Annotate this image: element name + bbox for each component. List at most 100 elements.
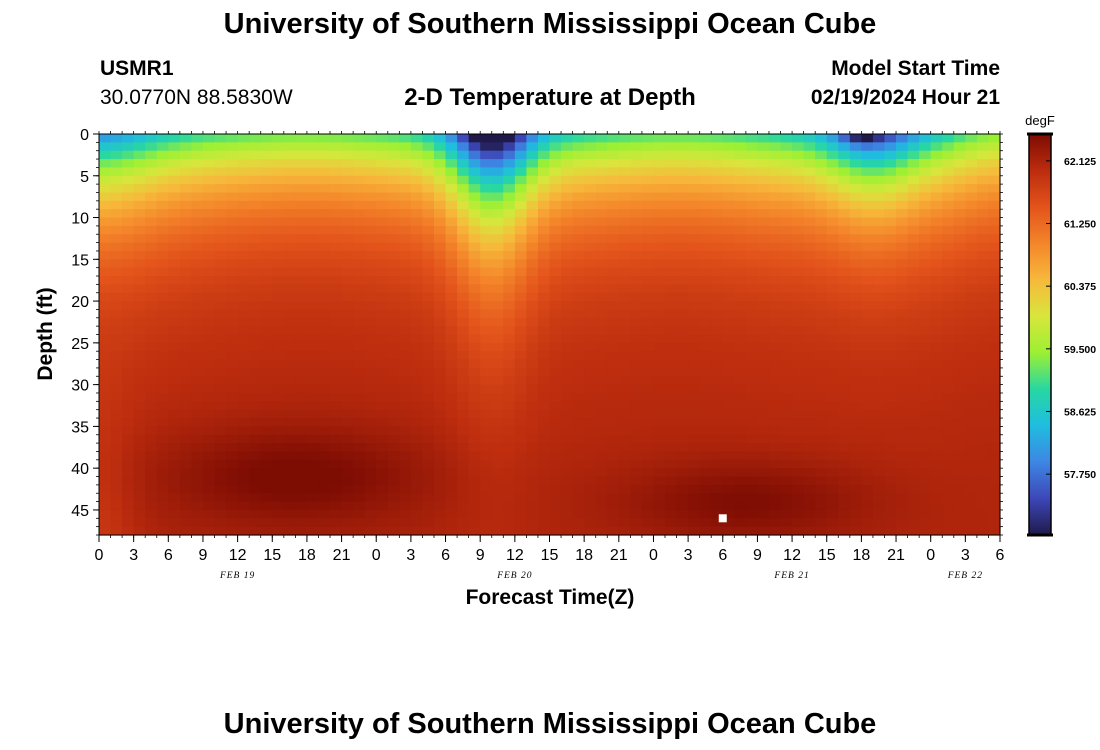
heatmap-cell bbox=[272, 334, 285, 344]
heatmap-cell bbox=[907, 326, 920, 336]
heatmap-cell bbox=[249, 200, 262, 210]
heatmap-cell bbox=[537, 175, 551, 185]
heatmap-cell bbox=[433, 351, 447, 361]
heatmap-cell bbox=[145, 443, 158, 453]
heatmap-cell bbox=[514, 434, 527, 444]
heatmap-cell bbox=[457, 259, 470, 269]
heatmap-cell bbox=[514, 351, 527, 361]
x-tick-label: 18 bbox=[298, 547, 316, 564]
heatmap-cell bbox=[457, 242, 470, 252]
x-tick-label: 9 bbox=[199, 547, 208, 564]
heatmap-cell bbox=[965, 426, 978, 436]
heatmap-cell bbox=[815, 200, 828, 210]
heatmap-cell bbox=[191, 326, 204, 336]
heatmap-cell bbox=[561, 267, 574, 277]
heatmap-cell bbox=[168, 200, 181, 210]
heatmap-cell bbox=[815, 142, 828, 152]
heatmap-cell bbox=[699, 142, 712, 152]
heatmap-cell bbox=[514, 309, 527, 319]
heatmap-cell bbox=[930, 134, 943, 143]
heatmap-cell bbox=[537, 150, 551, 160]
heatmap-cell bbox=[537, 392, 551, 402]
heatmap-cell bbox=[318, 518, 331, 528]
heatmap-cell bbox=[514, 342, 527, 352]
heatmap-cell bbox=[249, 167, 262, 177]
heatmap-cell bbox=[711, 518, 724, 528]
heatmap-cell bbox=[780, 392, 793, 402]
heatmap-cell bbox=[768, 401, 782, 411]
heatmap-cell bbox=[711, 334, 724, 344]
heatmap-cell bbox=[283, 175, 296, 185]
heatmap-cell bbox=[422, 167, 435, 177]
heatmap-cell bbox=[584, 276, 597, 285]
heatmap-cell bbox=[907, 342, 920, 352]
heatmap-cell bbox=[387, 342, 400, 352]
heatmap-cell bbox=[399, 359, 412, 369]
heatmap-cell bbox=[849, 484, 862, 494]
heatmap-cell bbox=[896, 526, 909, 536]
heatmap-cell bbox=[630, 359, 643, 369]
heatmap-cell bbox=[457, 509, 470, 519]
heatmap-cell bbox=[607, 392, 620, 402]
heatmap-cell bbox=[861, 326, 874, 336]
heatmap-cell bbox=[214, 317, 227, 327]
heatmap-cell bbox=[976, 367, 990, 377]
heatmap-cell bbox=[826, 234, 839, 244]
heatmap-cell bbox=[872, 192, 886, 202]
heatmap-cell bbox=[561, 276, 574, 285]
heatmap-cell bbox=[433, 134, 447, 143]
heatmap-cell bbox=[491, 326, 504, 336]
heatmap-cell bbox=[445, 326, 458, 336]
heatmap-cell bbox=[722, 284, 735, 294]
heatmap-cell bbox=[942, 476, 955, 486]
heatmap-cell bbox=[838, 409, 851, 419]
heatmap-cell bbox=[191, 301, 204, 311]
heatmap-cell bbox=[318, 326, 331, 336]
heatmap-cell bbox=[202, 484, 216, 494]
heatmap-cell bbox=[376, 459, 389, 469]
heatmap-cell bbox=[179, 159, 193, 169]
heatmap-cell bbox=[422, 392, 435, 402]
heatmap-cell bbox=[122, 468, 135, 478]
heatmap-cell bbox=[99, 392, 112, 402]
heatmap-cell bbox=[896, 351, 909, 361]
heatmap-cell bbox=[919, 409, 932, 419]
heatmap-cell bbox=[861, 384, 874, 394]
heatmap-cell bbox=[306, 401, 320, 411]
heatmap-cell bbox=[399, 334, 412, 344]
x-axis-label: Forecast Time(Z) bbox=[466, 586, 635, 609]
heatmap-cell bbox=[168, 476, 181, 486]
heatmap-cell bbox=[376, 150, 389, 160]
heatmap-cell bbox=[872, 150, 886, 160]
heatmap-cell bbox=[145, 276, 158, 285]
heatmap-cell bbox=[179, 326, 193, 336]
heatmap-cell bbox=[976, 209, 990, 219]
heatmap-cell bbox=[491, 317, 504, 327]
heatmap-cell bbox=[734, 267, 747, 277]
heatmap-cell bbox=[191, 526, 204, 536]
heatmap-cell bbox=[410, 301, 424, 311]
heatmap-cell bbox=[341, 418, 354, 427]
heatmap-cell bbox=[191, 476, 204, 486]
y-tick-label: 0 bbox=[80, 127, 89, 144]
heatmap-cell bbox=[965, 225, 978, 235]
heatmap-cell bbox=[283, 150, 296, 160]
heatmap-cell bbox=[884, 409, 897, 419]
heatmap-cell bbox=[919, 367, 932, 377]
heatmap-cell bbox=[364, 200, 377, 210]
heatmap-cell bbox=[653, 326, 666, 336]
heatmap-cell bbox=[399, 259, 412, 269]
heatmap-cell bbox=[156, 493, 169, 503]
heatmap-cell bbox=[595, 150, 608, 160]
heatmap-cell bbox=[595, 468, 608, 478]
heatmap-cell bbox=[295, 242, 308, 252]
heatmap-cell bbox=[145, 418, 158, 427]
heatmap-cell bbox=[399, 150, 412, 160]
heatmap-cell bbox=[561, 200, 574, 210]
heatmap-cell bbox=[179, 367, 193, 377]
heatmap-cell bbox=[653, 150, 666, 160]
heatmap-cell bbox=[872, 426, 886, 436]
heatmap-cell bbox=[491, 418, 504, 427]
heatmap-cell bbox=[595, 184, 608, 194]
heatmap-cell bbox=[526, 443, 539, 453]
